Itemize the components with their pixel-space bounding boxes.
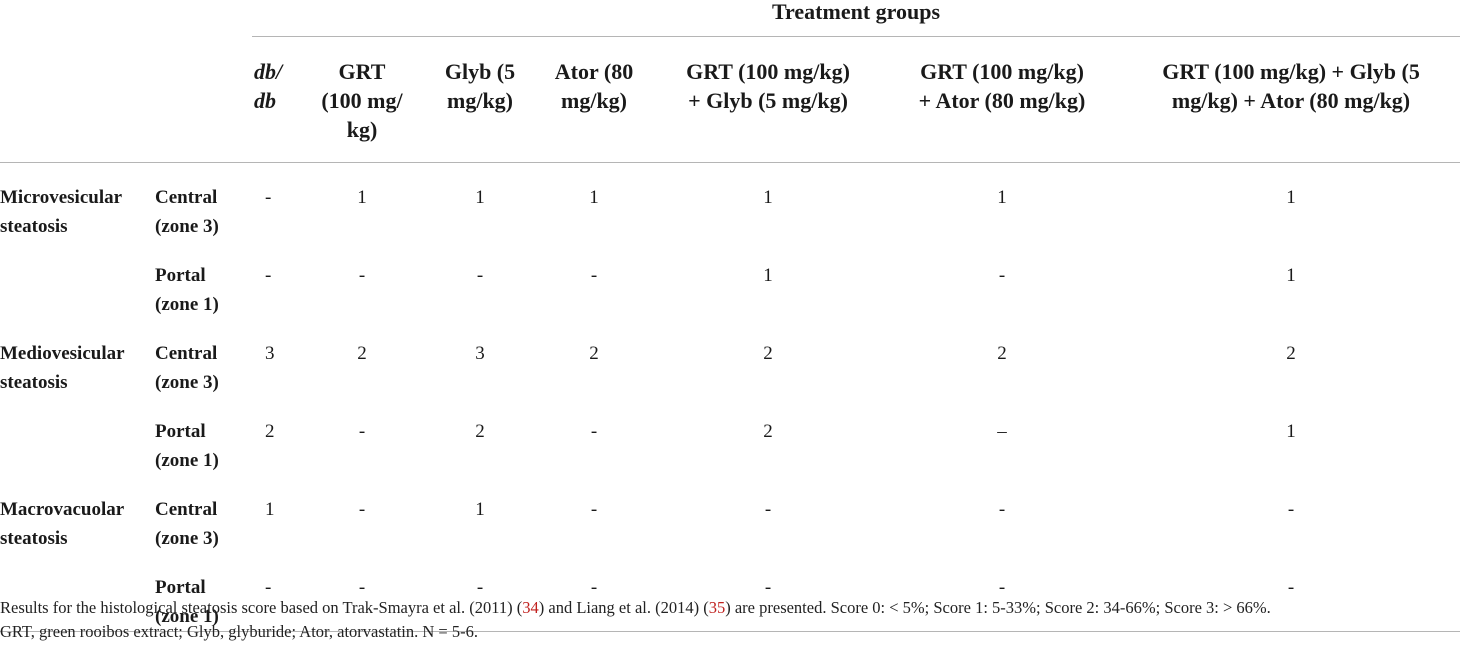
reference-link-35[interactable]: 35 — [708, 598, 726, 617]
score-cell: - — [590, 499, 598, 520]
score-cell: 1 — [589, 187, 599, 208]
score-cell: – — [997, 421, 1007, 442]
score-cell: - — [998, 265, 1006, 286]
score-cell: 2 — [589, 343, 599, 364]
score-cell: - — [426, 553, 534, 632]
table-row: Portal (zone 1) - - - - 1 - 1 — [0, 241, 1460, 319]
footnote-line-2: GRT, green rooibos extract; Glyb, glybur… — [0, 622, 478, 641]
row-zone-label: Portal (zone 1) — [155, 553, 252, 632]
score-cell: 2 — [763, 343, 773, 364]
score-cell: - — [764, 499, 772, 520]
score-cell: 1 — [357, 187, 367, 208]
score-cell: - — [590, 265, 598, 286]
table-row: Mediovesicular steatosis Central (zone 3) 3 2… — [0, 319, 1460, 397]
score-cell: - — [265, 187, 272, 208]
footnote-line-1: Results for the histological steatosis s… — [0, 596, 1460, 620]
score-cell: 1 — [265, 499, 275, 520]
score-cell: - — [476, 265, 484, 286]
table-row: Portal (zone 1) - - - - - - - — [0, 553, 1460, 632]
footnote-text-1: Results for the histological steatosis s… — [0, 598, 523, 617]
column-header-grt-ator: GRT (100 mg/kg) + Ator (80 mg/kg) — [882, 36, 1122, 163]
score-cell: - — [998, 499, 1006, 520]
row-zone-label: Central (zone 3) — [155, 187, 219, 237]
score-cell: 1 — [1286, 421, 1296, 442]
reference-link-34[interactable]: 34 — [522, 598, 539, 617]
score-cell: 2 — [265, 421, 275, 442]
row-category-label: Mediovesicular steatosis — [0, 343, 125, 393]
header-blank-cell — [0, 0, 252, 37]
table-footnote: Results for the histological steatosis s… — [0, 596, 1460, 644]
score-cell: 2 — [763, 421, 773, 442]
group-header-row: Treatment groups — [0, 0, 1460, 37]
score-cell: - — [1122, 553, 1460, 632]
score-cell: 1 — [1286, 265, 1296, 286]
score-cell: - — [534, 553, 654, 632]
row-category-label: Macrovacuolar steatosis — [0, 499, 125, 549]
score-cell: - — [298, 553, 426, 632]
row-zone-label: Central (zone 3) — [155, 343, 219, 393]
score-cell: 1 — [475, 499, 485, 520]
column-header-grt: GRT (100 mg/kg) — [298, 36, 426, 163]
score-cell: - — [265, 265, 272, 286]
table-row: Microvesicular steatosis Central (zone 3) - 1… — [0, 163, 1460, 242]
score-cell: - — [252, 553, 298, 632]
score-cell: 1 — [763, 187, 773, 208]
row-zone-label: Central (zone 3) — [155, 499, 219, 549]
score-cell: - — [590, 421, 598, 442]
score-cell: 2 — [1286, 343, 1296, 364]
row-category-label — [0, 553, 155, 632]
score-cell: 2 — [997, 343, 1007, 364]
row-category-label — [0, 397, 155, 475]
column-header-blank — [0, 36, 252, 163]
column-header-glyb: Glyb (5 mg/kg) — [426, 36, 534, 163]
treatment-groups-header: Treatment groups — [252, 0, 1460, 37]
table-row: Macrovacuolar steatosis Central (zone 3) 1 - 1… — [0, 475, 1460, 553]
table-row: Portal (zone 1) 2 - 2 - 2 – 1 — [0, 397, 1460, 475]
column-header-row: db/db GRT (100 mg/kg) Glyb (5 mg/kg) Ator … — [0, 36, 1460, 163]
score-cell: - — [654, 553, 882, 632]
column-header-db-db: db/db — [252, 36, 298, 163]
row-category-label — [0, 241, 155, 319]
score-cell: - — [358, 265, 366, 286]
column-header-grt-glyb-ator: GRT (100 mg/kg) + Glyb (5 mg/kg) + Ator (… — [1122, 36, 1460, 163]
score-cell: 3 — [475, 343, 485, 364]
table-body: Microvesicular steatosis Central (zone 3) -1… — [0, 163, 1460, 632]
footnote-text-3: ) are presented. Score 0: < 5%; Score 1:… — [725, 598, 1271, 617]
column-header-ator: Ator (80 mg/kg) — [534, 36, 654, 163]
score-cell: 2 — [357, 343, 367, 364]
row-zone-label: Portal (zone 1) — [155, 421, 219, 471]
score-cell: - — [358, 499, 366, 520]
score-cell: 2 — [475, 421, 485, 442]
column-header-grt-glyb: GRT (100 mg/kg) + Glyb (5 mg/kg) — [654, 36, 882, 163]
score-cell: 1 — [763, 265, 773, 286]
row-category-label: Microvesicular steatosis — [0, 187, 123, 237]
score-cell: - — [358, 421, 366, 442]
score-cell: 1 — [475, 187, 485, 208]
row-zone-label: Portal (zone 1) — [155, 265, 219, 315]
score-cell: 3 — [265, 343, 275, 364]
score-cell: - — [1287, 499, 1295, 520]
steatosis-score-table: Treatment groups db/db GRT (100 mg/kg) Gl… — [0, 0, 1460, 632]
score-cell: 1 — [1286, 187, 1296, 208]
score-cell: 1 — [997, 187, 1007, 208]
footnote-text-2: ) and Liang et al. (2014) ( — [538, 598, 709, 617]
score-cell: - — [882, 553, 1122, 632]
